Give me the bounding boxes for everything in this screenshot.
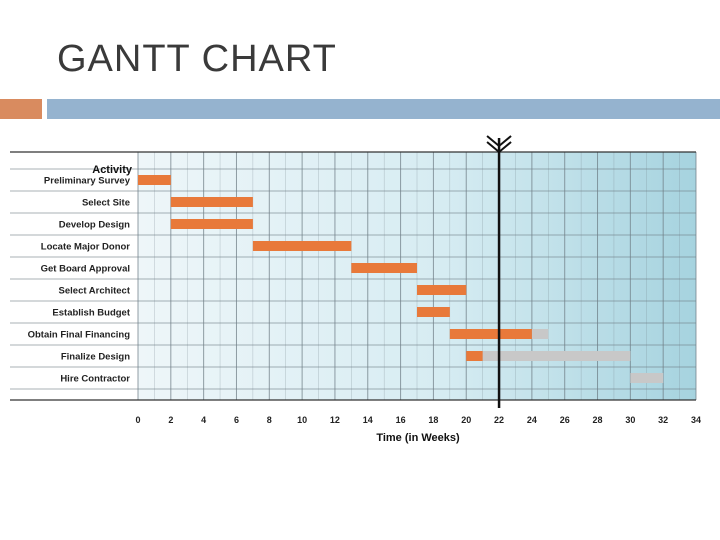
task-bar: [417, 307, 450, 317]
x-tick-label: 26: [560, 415, 570, 425]
task-bar-remaining: [482, 351, 631, 361]
task-bar: [138, 175, 171, 185]
x-tick-label: 24: [527, 415, 537, 425]
x-tick-label: 8: [267, 415, 272, 425]
x-tick-label: 22: [494, 415, 504, 425]
current-week-marker-icon: [486, 135, 512, 154]
activity-label: Develop Design: [59, 220, 130, 231]
activity-label: Hire Contractor: [60, 374, 130, 385]
activity-label: Preliminary Survey: [44, 176, 131, 187]
x-tick-label: 28: [593, 415, 603, 425]
x-tick-label: 6: [234, 415, 239, 425]
x-tick-label: 18: [428, 415, 438, 425]
task-bar-remaining: [531, 329, 549, 339]
task-bar-remaining: [630, 373, 664, 383]
task-bar: [252, 241, 352, 251]
activity-header: Activity: [92, 164, 133, 176]
x-axis-label: Time (in Weeks): [376, 432, 460, 444]
activity-label: Finalize Design: [61, 352, 130, 363]
activity-label: Select Architect: [59, 286, 131, 297]
activity-label: Obtain Final Financing: [28, 330, 131, 341]
title-accent-square: [0, 99, 42, 119]
x-tick-label: 30: [625, 415, 635, 425]
gantt-chart: Preliminary Survey Select Site Develop Des…: [10, 135, 701, 444]
title-accent-bar: [47, 99, 720, 119]
x-tick-label: 32: [658, 415, 668, 425]
task-bar: [449, 329, 532, 339]
task-bar: [170, 219, 253, 229]
task-bar: [466, 351, 483, 361]
x-tick-label: 4: [201, 415, 206, 425]
activity-label: Establish Budget: [52, 308, 130, 319]
activity-label: Select Site: [82, 198, 130, 209]
task-bar: [351, 263, 417, 273]
task-bar: [417, 285, 467, 295]
slide-title: GANTT CHART: [57, 38, 337, 80]
x-tick-label: 34: [691, 415, 701, 425]
x-tick-label: 16: [396, 415, 406, 425]
x-tick-label: 12: [330, 415, 340, 425]
x-tick-label: 2: [168, 415, 173, 425]
task-bar: [170, 197, 253, 207]
activity-label: Locate Major Donor: [41, 242, 131, 253]
x-tick-label: 14: [363, 415, 373, 425]
x-tick-label: 0: [135, 415, 140, 425]
activity-label: Get Board Approval: [41, 264, 130, 275]
x-tick-label: 20: [461, 415, 471, 425]
x-tick-label: 10: [297, 415, 307, 425]
